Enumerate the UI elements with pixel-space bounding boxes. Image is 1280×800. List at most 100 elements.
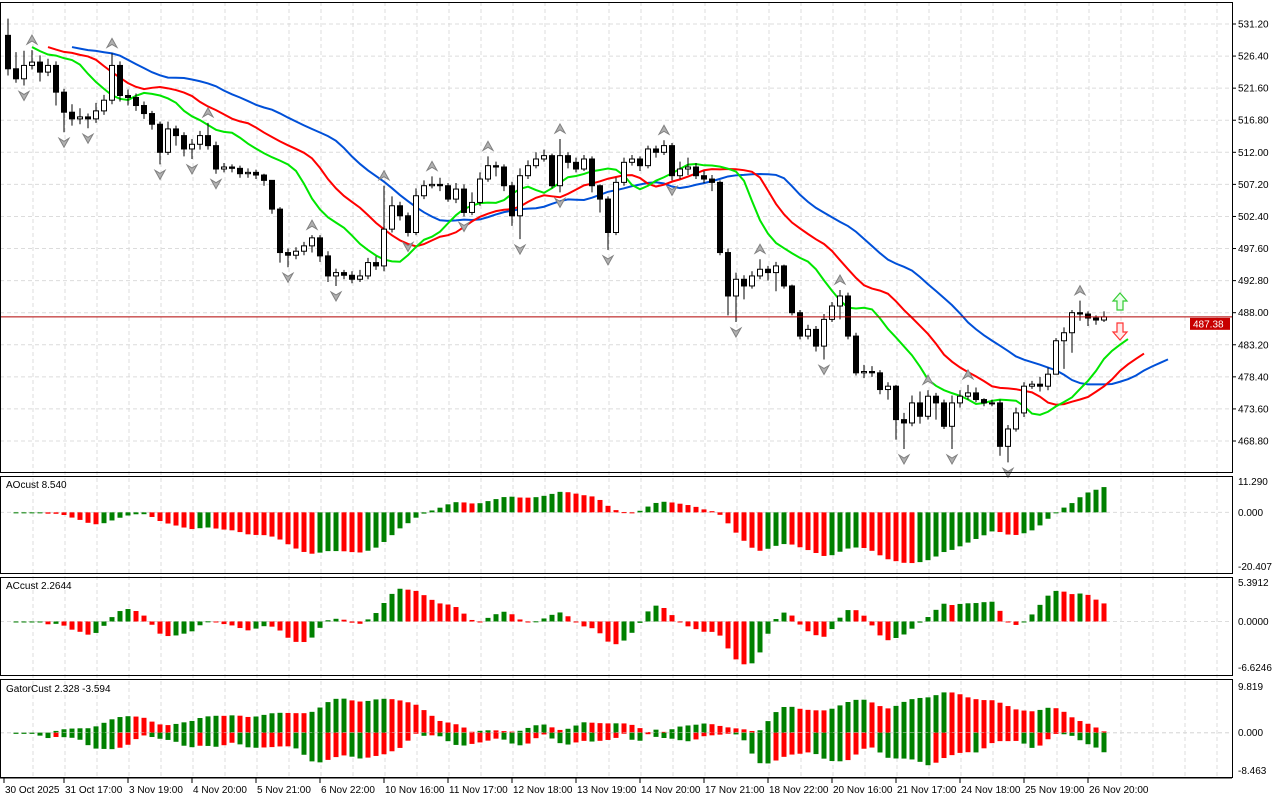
ao-bar: [981, 512, 987, 536]
candle-bearish: [205, 135, 211, 147]
price-tick-label: 526.40: [1238, 52, 1269, 63]
gator-lower-bar: [269, 732, 275, 748]
ao-bar: [37, 512, 43, 514]
ao-bar: [133, 512, 139, 515]
ac-bar: [165, 621, 171, 637]
ao-bar: [965, 512, 971, 543]
ao-bar: [245, 512, 251, 535]
gator-lower-bar: [133, 732, 139, 740]
gator-lower-bar: [477, 732, 483, 743]
gator-upper-bar: [757, 730, 763, 733]
ac-bar: [885, 621, 891, 641]
gator-upper-bar: [653, 729, 659, 733]
candle-bullish: [293, 250, 299, 256]
gator-upper-bar: [965, 697, 971, 733]
ao-bar: [717, 512, 723, 515]
price-tick-label: 531.20: [1238, 20, 1269, 31]
ao-bar: [541, 495, 547, 513]
ac-bar: [317, 621, 323, 628]
ac-bar: [869, 621, 875, 626]
gator-upper-bar: [885, 708, 891, 733]
gator-lower-bar: [781, 732, 787, 757]
ao-bar: [909, 512, 915, 564]
price-tick-label: 502.40: [1238, 212, 1269, 223]
gator-lower-bar: [541, 732, 547, 735]
gator-upper-bar: [861, 699, 867, 733]
candle-bullish: [413, 195, 419, 233]
ac-bar: [181, 621, 187, 634]
ao-bar: [813, 512, 819, 553]
candle-bearish: [125, 95, 131, 99]
price-tick-label: 507.20: [1238, 180, 1269, 191]
candle-bullish: [101, 99, 107, 112]
gator-upper-bar: [1005, 706, 1011, 733]
gator-upper-bar: [909, 699, 915, 733]
ac-bar: [285, 621, 291, 638]
gator-lower-bar: [189, 732, 195, 748]
ac-bar: [133, 611, 139, 622]
ao-bar: [29, 512, 35, 514]
ao-bar: [341, 512, 347, 552]
gator-lower-bar: [229, 732, 235, 743]
ao-bar: [357, 512, 363, 553]
ac-bar: [525, 621, 531, 623]
gator-upper-bar: [741, 729, 747, 733]
ao-bar: [933, 512, 939, 557]
ao-bar: [109, 512, 115, 521]
ao-bar: [637, 510, 643, 513]
candle-bullish: [1053, 340, 1059, 375]
gator-lower-bar: [341, 732, 347, 756]
gator-upper-bar: [717, 725, 723, 733]
candle-bullish: [621, 161, 627, 183]
gator-lower-bar: [325, 732, 331, 760]
gator-lower-bar: [853, 732, 859, 755]
candle-bullish: [557, 155, 563, 187]
gator-lower-bar: [61, 732, 67, 738]
gator-lower-bar: [485, 732, 491, 741]
ac-bar: [1085, 594, 1091, 622]
gator-lower-bar: [149, 732, 155, 738]
ac-bar: [805, 621, 811, 632]
gator-upper-bar: [1037, 709, 1043, 733]
candle-bearish: [845, 295, 851, 337]
gator-upper-bar: [221, 715, 227, 733]
ac-bar: [549, 614, 555, 622]
ao-bar: [1013, 512, 1019, 535]
ao-bar: [373, 512, 379, 548]
gator-lower-bar: [373, 732, 379, 756]
ac-bar: [621, 621, 627, 641]
ao-bar: [725, 512, 731, 524]
candle-bullish: [477, 178, 483, 203]
gator-upper-bar: [525, 727, 531, 733]
ao-bar: [869, 512, 875, 551]
gator-upper-bar: [941, 692, 947, 733]
ao-bar: [589, 496, 595, 513]
gator-upper-bar: [1061, 711, 1067, 733]
ao-bar: [557, 491, 563, 513]
ac-bar: [541, 618, 547, 622]
ao-bar: [997, 512, 1003, 533]
ac-bar: [141, 615, 147, 622]
gator-lower-bar: [549, 732, 555, 739]
ac-bar: [1037, 604, 1043, 622]
ac-bar: [469, 619, 475, 622]
gator-upper-bar: [357, 701, 363, 733]
ao-bar: [285, 512, 291, 545]
gator-lower-bar: [205, 732, 211, 746]
ac-bar: [205, 621, 211, 623]
ao-bar: [925, 512, 931, 561]
candle-bullish: [429, 183, 435, 187]
fractal-down-icon: [513, 243, 527, 256]
gator-upper-bar: [957, 694, 963, 733]
ao-bar: [1085, 492, 1091, 513]
candle-bearish: [213, 145, 219, 170]
ac-bar: [557, 612, 563, 622]
alligator-lines: [31, 46, 1169, 416]
gator-upper-bar: [53, 730, 59, 733]
ao-bar: [93, 512, 99, 525]
gator-lower-bar: [277, 732, 283, 747]
ao-bar: [861, 512, 867, 548]
ao-bar: [565, 492, 571, 513]
time-tick-label: 21 Nov 17:00: [897, 785, 957, 796]
